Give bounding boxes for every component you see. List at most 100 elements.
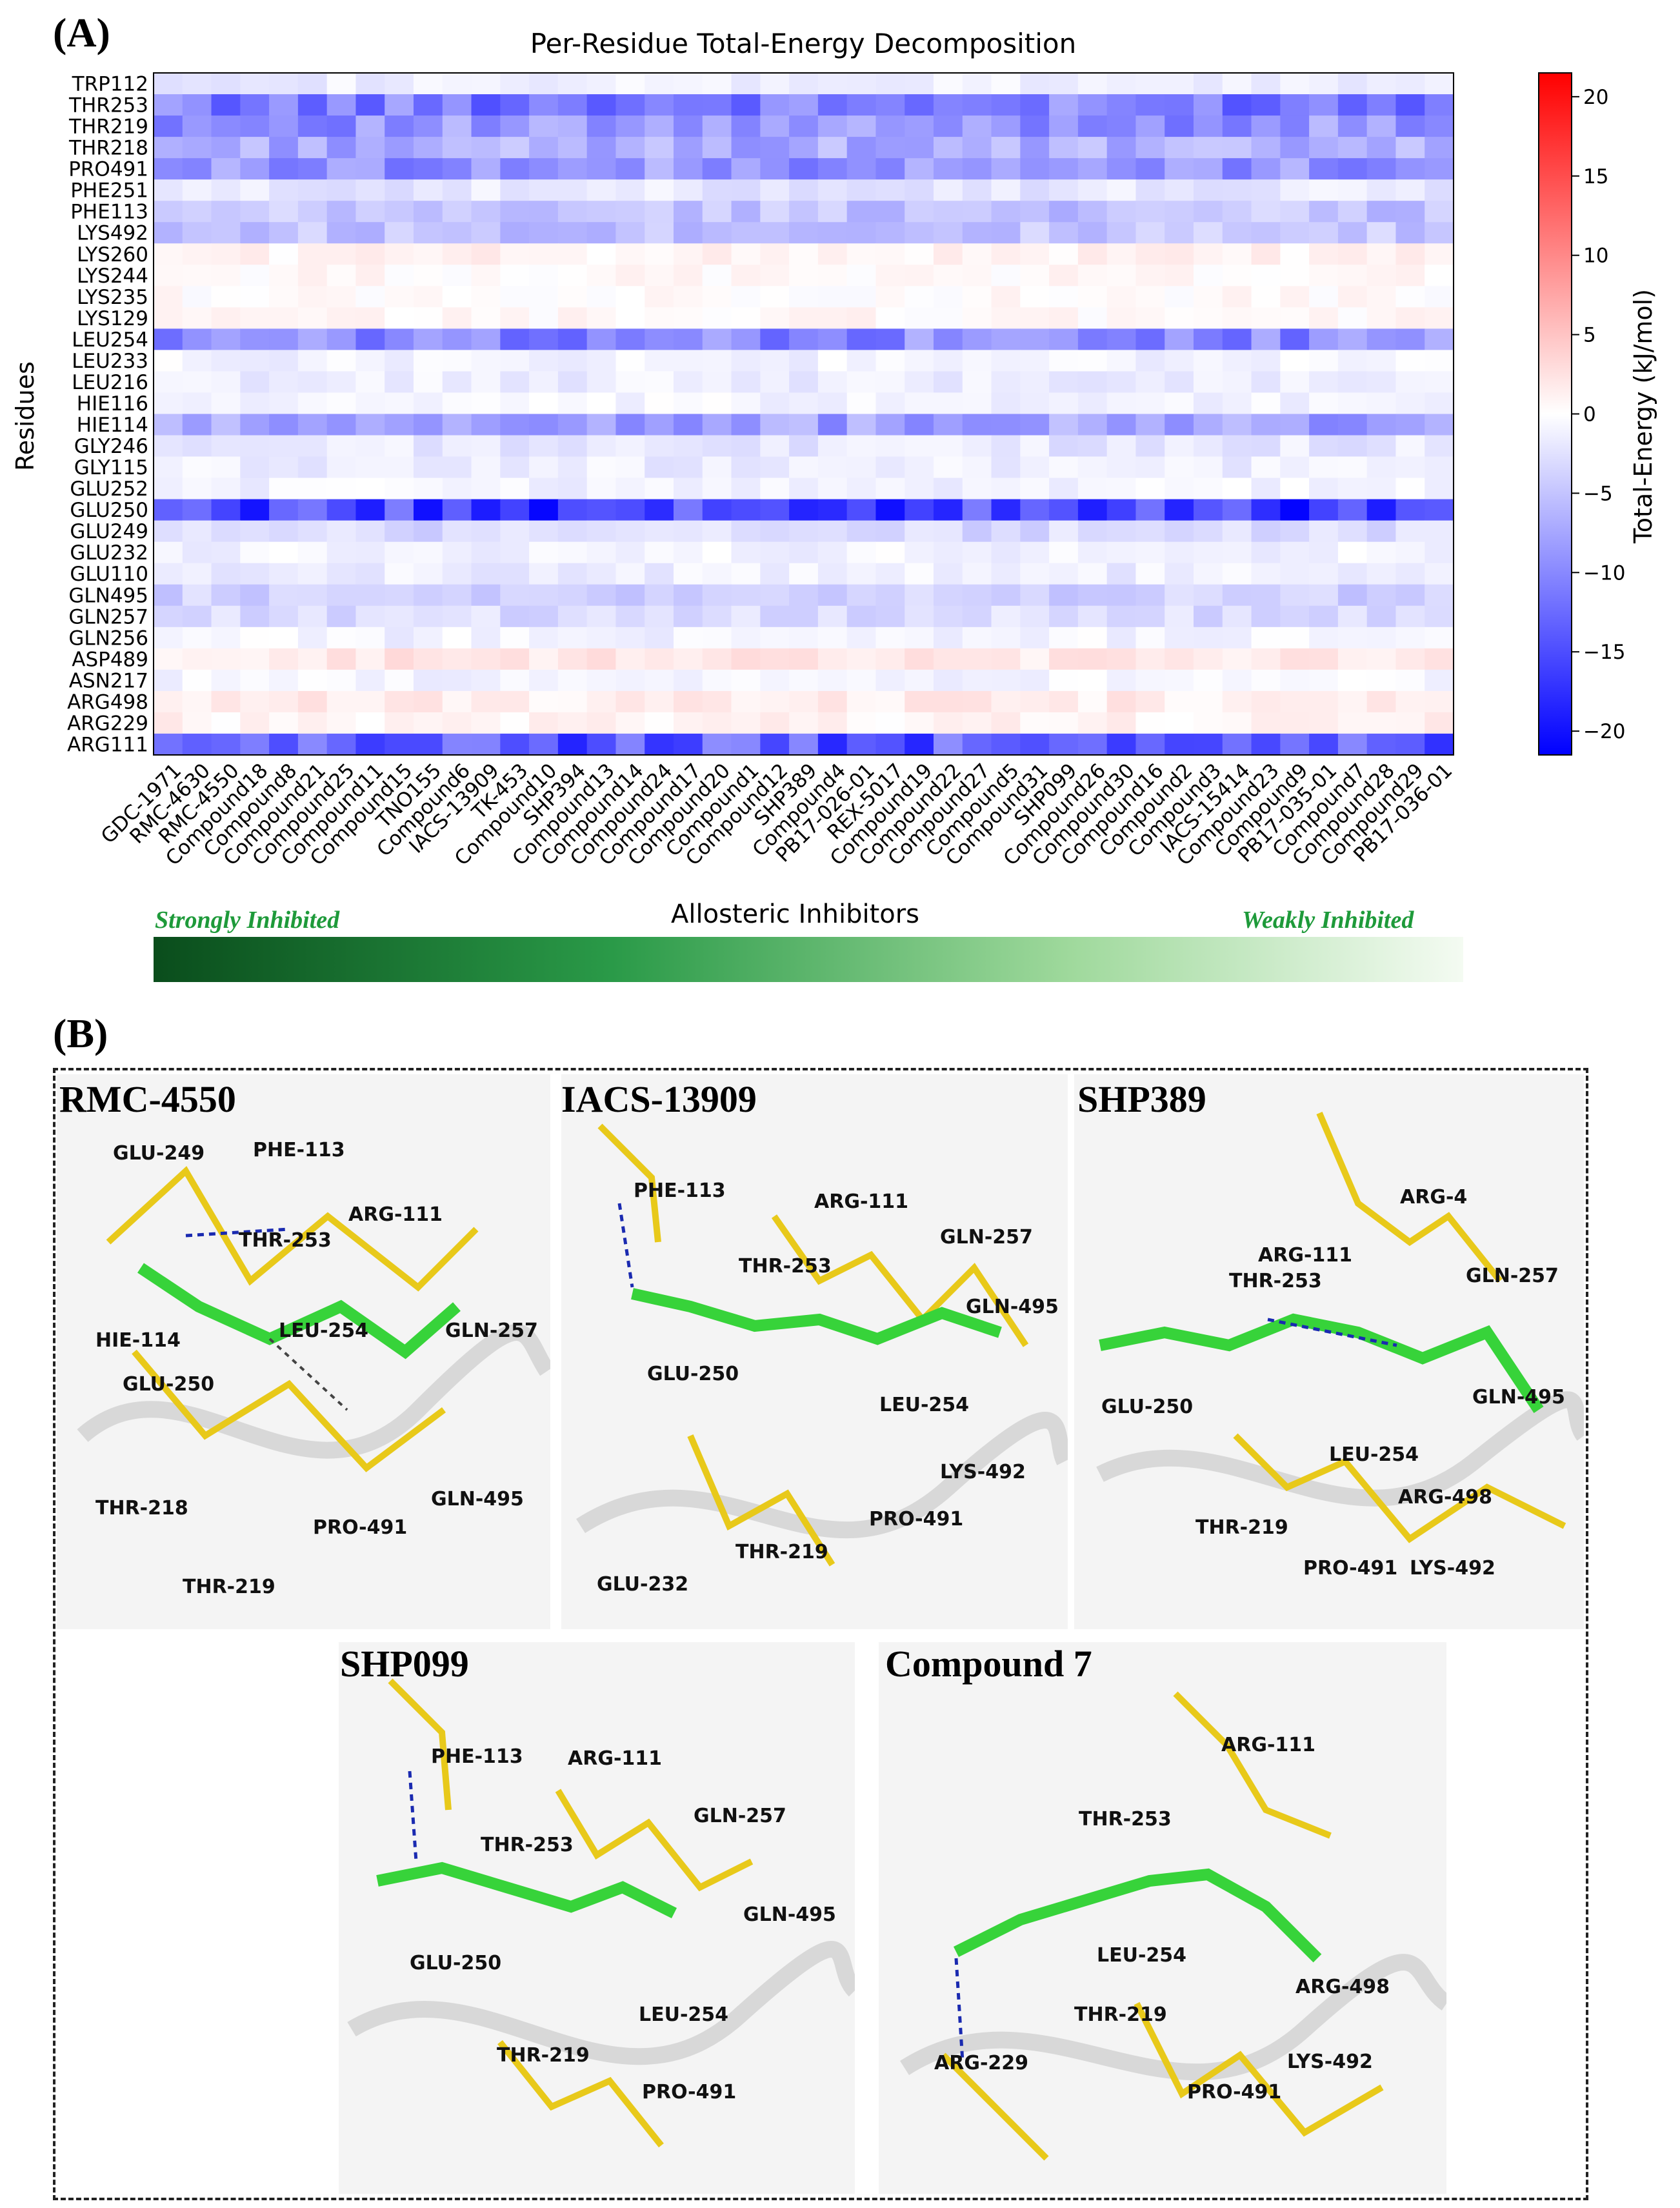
heatmap-cell <box>557 733 588 756</box>
heatmap-cell <box>182 158 212 180</box>
heatmap-cell <box>905 328 934 351</box>
heatmap-cell <box>326 690 357 713</box>
heatmap-cell <box>1020 201 1050 223</box>
residue-label: PRO-491 <box>313 1516 408 1539</box>
heatmap-cell <box>674 201 703 223</box>
heatmap-cell <box>500 499 530 521</box>
heatmap-cell <box>471 520 501 543</box>
heatmap-cell <box>1425 179 1454 201</box>
heatmap-cell <box>846 733 877 756</box>
heatmap-cell <box>529 414 559 436</box>
heatmap-cell <box>182 222 212 244</box>
heatmap-cell <box>529 73 559 95</box>
heatmap-cell <box>1366 243 1397 265</box>
heatmap-chart: Per-Residue Total-Energy Decomposition T… <box>11 28 1657 870</box>
heatmap-cell <box>934 392 963 415</box>
heatmap-cell <box>586 392 617 415</box>
heatmap-cell <box>1020 222 1050 244</box>
heatmap-cell <box>1366 733 1397 756</box>
heatmap-cell <box>240 669 270 692</box>
heatmap-cell <box>760 627 790 649</box>
heatmap-cell <box>471 243 501 265</box>
heatmap-cell <box>789 265 819 286</box>
heatmap-cell <box>326 733 357 756</box>
heatmap-cell <box>1425 712 1454 734</box>
heatmap-cell <box>326 414 357 436</box>
heatmap-cell <box>905 350 934 372</box>
heatmap-cell <box>414 456 443 479</box>
heatmap-cell <box>615 605 645 628</box>
heatmap-cell <box>991 456 1021 479</box>
heatmap-cell <box>500 222 530 244</box>
heatmap-cell <box>355 690 385 713</box>
heatmap-cell <box>846 477 877 500</box>
heatmap-cell <box>1309 648 1339 670</box>
heatmap-cell <box>442 499 472 521</box>
heatmap-cell <box>702 690 732 713</box>
heatmap-cell <box>297 243 328 265</box>
heatmap-cell <box>817 307 848 329</box>
heatmap-cell <box>1106 584 1137 607</box>
heatmap-cell <box>817 179 848 201</box>
heatmap-cell <box>991 520 1021 543</box>
heatmap-cell <box>557 243 588 265</box>
heatmap-cell <box>1077 627 1108 649</box>
heatmap-cell <box>962 584 992 607</box>
heatmap-cell <box>586 265 617 286</box>
heatmap-cell <box>1049 115 1079 137</box>
heatmap-cell <box>529 712 559 734</box>
heatmap-cell <box>1106 94 1137 116</box>
heatmap-cell <box>1280 158 1310 180</box>
heatmap-cell <box>385 456 414 479</box>
heatmap-cell <box>817 243 848 265</box>
heatmap-cell <box>1337 563 1368 585</box>
heatmap-cell <box>846 627 877 649</box>
heatmap-cell <box>1251 307 1281 329</box>
heatmap-cell <box>934 201 963 223</box>
heatmap-cell <box>1106 137 1137 159</box>
heatmap-cell <box>1309 712 1339 734</box>
heatmap-cell <box>182 499 212 521</box>
heatmap-cell <box>1020 605 1050 628</box>
heatmap-cell <box>1309 94 1339 116</box>
heatmap-cell <box>934 712 963 734</box>
heatmap-cell <box>731 115 761 137</box>
heatmap-cell <box>1280 392 1310 415</box>
heatmap-cell <box>875 179 905 201</box>
heatmap-cell <box>182 435 212 457</box>
heatmap-cell <box>991 201 1021 223</box>
heatmap-cell <box>1077 669 1108 692</box>
heatmap-cell <box>240 350 270 372</box>
heatmap-cell <box>934 222 963 244</box>
heatmap-cell <box>817 158 848 180</box>
heatmap-cell <box>297 499 328 521</box>
heatmap-cell <box>1395 456 1425 479</box>
heatmap-cell <box>875 286 905 308</box>
heatmap-cell <box>1337 265 1368 286</box>
heatmap-cell <box>1194 137 1223 159</box>
heatmap-cell <box>1425 669 1454 692</box>
heatmap-cell <box>1194 201 1223 223</box>
heatmap-cell <box>297 350 328 372</box>
heatmap-cell <box>182 563 212 585</box>
heatmap-cell <box>1222 563 1252 585</box>
heatmap-cell <box>414 286 443 308</box>
residue-label: THR-219 <box>183 1576 275 1598</box>
heatmap-cell <box>414 350 443 372</box>
heatmap-cell <box>1222 115 1252 137</box>
heatmap-cell <box>1366 222 1397 244</box>
heatmap-cell <box>731 179 761 201</box>
row-label: LYS244 <box>77 265 148 288</box>
heatmap-cell <box>1077 456 1108 479</box>
heatmap-cell <box>1337 435 1368 457</box>
heatmap-cell <box>1337 584 1368 607</box>
heatmap-cell <box>1366 137 1397 159</box>
heatmap-cell <box>1395 541 1425 564</box>
residue-label: THR-219 <box>1074 2003 1167 2026</box>
heatmap-cell <box>674 733 703 756</box>
heatmap-cell <box>326 179 357 201</box>
heatmap-cell <box>1106 414 1137 436</box>
heatmap-cell <box>1165 350 1194 372</box>
heatmap-cell <box>789 328 819 351</box>
heatmap-cell <box>1366 158 1397 180</box>
